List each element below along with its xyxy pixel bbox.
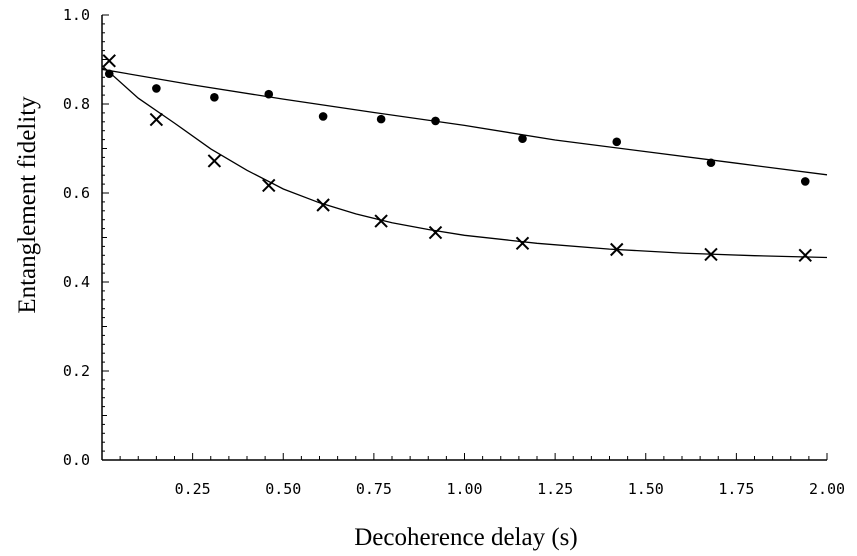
cross-point <box>430 227 442 239</box>
x-tick-label: 1.25 <box>537 480 573 498</box>
dot-point <box>210 93 219 102</box>
dot-point <box>518 134 527 143</box>
fit-line-2 <box>102 66 827 258</box>
y-tick-label: 0.4 <box>63 273 90 291</box>
axes: 0.25 0.50 0.75 1.00 1.25 1.50 1.75 2.00 0.0 0.2 0.… <box>63 6 845 498</box>
y-tick-label: 0.0 <box>63 451 90 469</box>
y-tick-label: 1.0 <box>63 6 90 24</box>
cross-point <box>150 114 162 126</box>
cross-point <box>799 249 811 261</box>
dot-point <box>319 112 328 121</box>
dot-point <box>707 158 716 167</box>
dot-point <box>377 115 386 124</box>
fit-line-1 <box>102 69 827 175</box>
y-tick-label: 0.8 <box>63 95 90 113</box>
x-tick-label: 1.00 <box>446 480 482 498</box>
x-tick-label: 2.00 <box>809 480 845 498</box>
cross-point <box>208 155 220 167</box>
x-tick-label: 0.50 <box>265 480 301 498</box>
cross-point <box>517 237 529 249</box>
x-tick-label: 1.50 <box>628 480 664 498</box>
markers <box>103 55 811 261</box>
dot-point <box>264 90 273 99</box>
dot-point <box>152 84 161 93</box>
dot-point <box>801 177 810 186</box>
dot-point <box>105 69 114 78</box>
cross-point <box>103 55 115 67</box>
y-tick-label: 0.6 <box>63 184 90 202</box>
x-axis-title: Decoherence delay (s) <box>354 524 577 551</box>
x-tick-label: 1.75 <box>718 480 754 498</box>
x-tick-label: 0.25 <box>175 480 211 498</box>
dot-point <box>612 138 621 147</box>
y-axis-title: Entanglement fidelity <box>14 96 41 314</box>
y-tick-label: 0.2 <box>63 362 90 380</box>
fit-lines <box>102 66 827 258</box>
x-tick-label: 0.75 <box>356 480 392 498</box>
dot-point <box>431 117 440 126</box>
